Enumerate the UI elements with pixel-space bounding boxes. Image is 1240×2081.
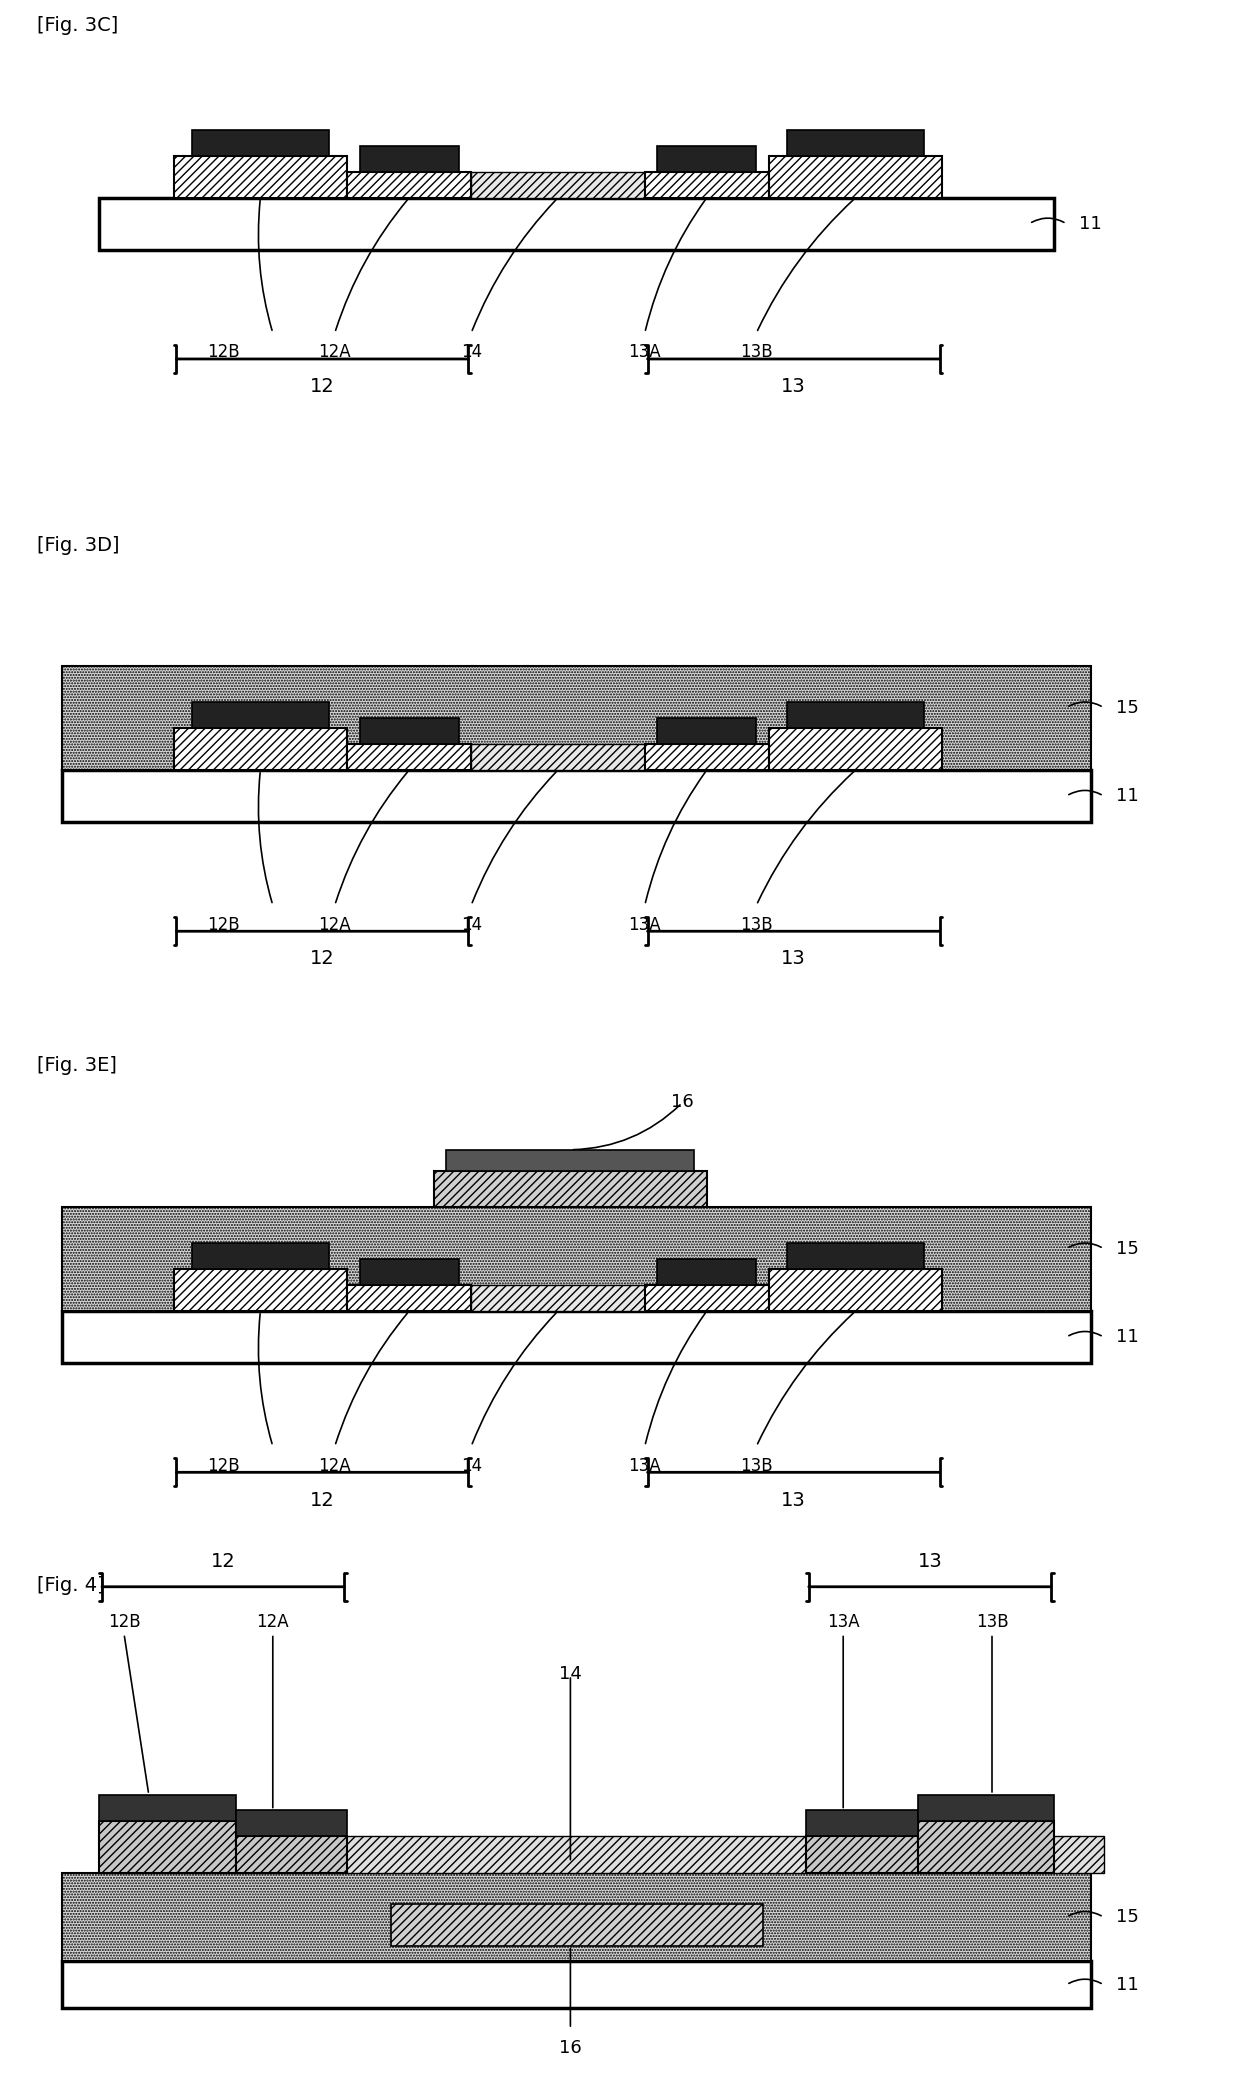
Bar	[99, 1794, 236, 1821]
Text: 16: 16	[559, 2039, 582, 2058]
Text: 14: 14	[559, 1665, 582, 1684]
Bar	[657, 718, 756, 743]
Bar	[62, 1960, 1091, 2008]
Bar	[347, 171, 471, 198]
Bar	[360, 718, 459, 743]
Text: 13A: 13A	[629, 1457, 661, 1475]
Bar	[360, 146, 459, 171]
Text: [Fig. 3E]: [Fig. 3E]	[37, 1057, 117, 1076]
Text: 12B: 12B	[207, 343, 239, 362]
Bar	[434, 1170, 707, 1207]
Bar	[391, 1904, 763, 1946]
Text: 12A: 12A	[319, 343, 351, 362]
Text: 13B: 13B	[976, 1613, 1008, 1632]
Bar	[99, 1838, 1104, 1873]
Text: 15: 15	[1116, 1240, 1138, 1257]
Bar	[769, 1269, 942, 1311]
Text: 12B: 12B	[207, 916, 239, 934]
Bar	[174, 728, 347, 770]
Text: 15: 15	[1116, 699, 1138, 716]
Text: 13: 13	[918, 1552, 942, 1571]
Bar	[657, 146, 756, 171]
Bar	[174, 156, 347, 198]
Bar	[446, 1149, 694, 1170]
Text: [Fig. 3D]: [Fig. 3D]	[37, 537, 120, 556]
Text: 11: 11	[1116, 1975, 1138, 1994]
Text: 13A: 13A	[629, 916, 661, 934]
Text: 12B: 12B	[207, 1457, 239, 1475]
Bar	[62, 1873, 1091, 1960]
Bar	[62, 666, 1091, 770]
Bar	[806, 1810, 918, 1838]
Bar	[657, 1259, 756, 1284]
Bar	[769, 156, 942, 198]
Bar	[192, 701, 329, 728]
Text: 14: 14	[460, 1457, 482, 1475]
Bar	[471, 743, 645, 770]
Text: 15: 15	[1116, 1908, 1138, 1927]
Bar	[99, 198, 1054, 250]
Bar	[347, 1284, 471, 1311]
Bar	[236, 1838, 347, 1873]
Text: 13: 13	[781, 1490, 806, 1509]
Bar	[787, 129, 924, 156]
Bar	[192, 1242, 329, 1269]
Bar	[192, 129, 329, 156]
Bar	[62, 1207, 1091, 1311]
Text: 13B: 13B	[740, 343, 773, 362]
Text: [Fig. 3C]: [Fig. 3C]	[37, 15, 119, 35]
Bar	[787, 701, 924, 728]
Text: 16: 16	[671, 1093, 693, 1111]
Bar	[236, 1810, 347, 1838]
Text: 12: 12	[310, 377, 335, 395]
Text: 13: 13	[781, 377, 806, 395]
Bar	[918, 1821, 1054, 1873]
Text: 12A: 12A	[319, 916, 351, 934]
Text: 14: 14	[460, 343, 482, 362]
Text: 13A: 13A	[629, 343, 661, 362]
Text: 12: 12	[211, 1552, 236, 1571]
Text: 13B: 13B	[740, 1457, 773, 1475]
Bar	[787, 1242, 924, 1269]
Text: [Fig. 4]: [Fig. 4]	[37, 1577, 105, 1596]
Bar	[347, 743, 471, 770]
Bar	[360, 1259, 459, 1284]
Bar	[471, 171, 645, 198]
Text: 13B: 13B	[740, 916, 773, 934]
Text: 11: 11	[1116, 787, 1138, 805]
Bar	[769, 728, 942, 770]
Bar	[918, 1794, 1054, 1821]
Text: 13: 13	[781, 949, 806, 968]
Text: 14: 14	[460, 916, 482, 934]
Bar	[645, 743, 769, 770]
Text: 11: 11	[1116, 1328, 1138, 1346]
Text: 11: 11	[1079, 214, 1101, 233]
Bar	[99, 1821, 236, 1873]
Text: 12: 12	[310, 949, 335, 968]
Bar	[62, 1311, 1091, 1363]
Bar	[174, 1269, 347, 1311]
Text: 13A: 13A	[827, 1613, 859, 1632]
Bar	[645, 1284, 769, 1311]
Text: 12A: 12A	[257, 1613, 289, 1632]
Text: 12: 12	[310, 1490, 335, 1509]
Text: 12A: 12A	[319, 1457, 351, 1475]
Bar	[471, 1284, 645, 1311]
Bar	[806, 1838, 918, 1873]
Bar	[62, 770, 1091, 822]
Bar	[645, 171, 769, 198]
Text: 12B: 12B	[108, 1613, 140, 1632]
